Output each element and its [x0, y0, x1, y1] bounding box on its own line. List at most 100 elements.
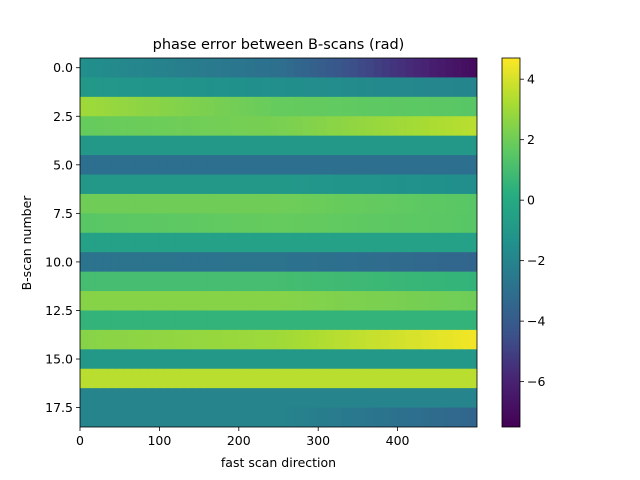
heatmap-cell [286, 271, 295, 292]
heatmap-cell [111, 213, 121, 234]
heatmap-cell [445, 271, 454, 292]
heatmap-cell [334, 349, 343, 370]
x-tick-label: 0 [76, 433, 84, 448]
heatmap-cell [167, 77, 176, 98]
heatmap-cell [469, 174, 477, 195]
heatmap-cell [95, 174, 105, 195]
heatmap-cell [421, 349, 430, 370]
heatmap-cell [230, 116, 240, 137]
heatmap-cell [326, 291, 335, 312]
heatmap-cell [437, 271, 446, 292]
heatmap-cell [365, 155, 375, 176]
heatmap-cell [270, 310, 280, 331]
heatmap-cell [381, 271, 391, 292]
heatmap-cell [80, 58, 89, 79]
heatmap-cell [389, 174, 399, 195]
heatmap-cell [246, 213, 256, 234]
heatmap-cell [262, 77, 272, 98]
heatmap-cell [159, 213, 168, 234]
heatmap-cell [119, 174, 129, 195]
heatmap-cell [214, 213, 224, 234]
heatmap-cell [365, 349, 375, 370]
heatmap-cell [318, 291, 327, 312]
heatmap-cell [207, 329, 216, 350]
heatmap-cell [151, 193, 160, 214]
heatmap-cell [310, 310, 319, 331]
heatmap-cell [254, 407, 264, 427]
heatmap-cell [334, 155, 343, 176]
heatmap-cell [238, 135, 248, 156]
heatmap-cell [365, 96, 375, 117]
heatmap-cell [381, 135, 391, 156]
heatmap-cell [334, 232, 343, 253]
heatmap-cell [135, 329, 145, 350]
heatmap-cell [429, 232, 438, 253]
heatmap-cell [461, 329, 470, 350]
heatmap-cell [357, 388, 367, 409]
heatmap-cell [405, 116, 415, 137]
heatmap-cell [342, 252, 351, 273]
heatmap-cell [143, 193, 153, 214]
heatmap-cell [262, 96, 272, 117]
heatmap-cell [357, 310, 367, 331]
heatmap-cell [294, 135, 303, 156]
heatmap-cell [373, 116, 383, 137]
heatmap-cell [294, 58, 303, 79]
heatmap-cell [159, 77, 168, 98]
heatmap-cell [103, 291, 113, 312]
heatmap-cell [310, 349, 319, 370]
heatmap-cell [230, 349, 240, 370]
heatmap-cell [111, 193, 121, 214]
heatmap-cell [175, 193, 184, 214]
heatmap-cell [159, 329, 168, 350]
heatmap-cell [461, 291, 470, 312]
heatmap-cell [294, 213, 303, 234]
heatmap-cell [342, 116, 351, 137]
heatmap-cell [286, 291, 295, 312]
heatmap-cell [159, 407, 168, 427]
heatmap-cell [230, 135, 240, 156]
heatmap-cell [127, 291, 137, 312]
heatmap-cell [318, 368, 327, 389]
heatmap-cell [270, 96, 280, 117]
heatmap-cell [214, 271, 224, 292]
heatmap-cell [191, 271, 200, 292]
heatmap-cell [397, 155, 407, 176]
heatmap-cell [286, 96, 295, 117]
heatmap-cell [175, 407, 184, 427]
heatmap-cell [445, 58, 454, 79]
heatmap-cells [80, 58, 477, 427]
heatmap-cell [453, 368, 462, 389]
heatmap-cell [445, 232, 454, 253]
heatmap-cell [159, 58, 168, 79]
heatmap-cell [357, 291, 367, 312]
heatmap-cell [135, 310, 145, 331]
heatmap-cell [310, 271, 319, 292]
heatmap-cell [191, 252, 200, 273]
heatmap-cell [246, 77, 256, 98]
heatmap-cell [413, 349, 423, 370]
heatmap-cell [127, 349, 137, 370]
heatmap-cell [143, 77, 153, 98]
heatmap-cell [310, 232, 319, 253]
heatmap-cell [373, 193, 383, 214]
heatmap-cell [175, 116, 184, 137]
heatmap-cell [222, 96, 232, 117]
heatmap-cell [469, 213, 477, 234]
heatmap-cell [127, 77, 137, 98]
heatmap-cell [349, 155, 359, 176]
heatmap-cell [207, 349, 216, 370]
heatmap-cell [199, 252, 208, 273]
heatmap-cell [421, 135, 430, 156]
heatmap-cell [421, 96, 430, 117]
heatmap-cell [357, 368, 367, 389]
heatmap-cell [421, 252, 430, 273]
heatmap-cell [334, 310, 343, 331]
heatmap-cell [357, 407, 367, 427]
heatmap-cell [270, 193, 280, 214]
heatmap-cell [183, 349, 192, 370]
heatmap-cell [445, 368, 454, 389]
heatmap-cell [207, 213, 216, 234]
heatmap-cell [365, 368, 375, 389]
heatmap-cell [270, 135, 280, 156]
